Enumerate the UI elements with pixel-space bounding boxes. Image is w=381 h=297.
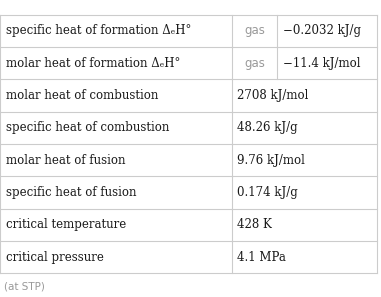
Text: specific heat of combustion: specific heat of combustion: [6, 121, 169, 135]
Text: gas: gas: [244, 24, 265, 37]
Text: molar heat of fusion: molar heat of fusion: [6, 154, 125, 167]
Text: specific heat of fusion: specific heat of fusion: [6, 186, 136, 199]
Text: 2708 kJ/mol: 2708 kJ/mol: [237, 89, 309, 102]
Text: critical pressure: critical pressure: [6, 251, 104, 264]
Text: 48.26 kJ/g: 48.26 kJ/g: [237, 121, 298, 135]
Text: −0.2032 kJ/g: −0.2032 kJ/g: [283, 24, 360, 37]
Text: specific heat of formation ΔₑH°: specific heat of formation ΔₑH°: [6, 24, 191, 37]
Text: 4.1 MPa: 4.1 MPa: [237, 251, 286, 264]
Text: 428 K: 428 K: [237, 218, 272, 231]
Text: −11.4 kJ/mol: −11.4 kJ/mol: [283, 57, 360, 70]
Text: 0.174 kJ/g: 0.174 kJ/g: [237, 186, 298, 199]
Text: 9.76 kJ/mol: 9.76 kJ/mol: [237, 154, 305, 167]
Text: molar heat of combustion: molar heat of combustion: [6, 89, 158, 102]
Text: (at STP): (at STP): [4, 281, 45, 291]
Text: gas: gas: [244, 57, 265, 70]
Text: critical temperature: critical temperature: [6, 218, 126, 231]
Text: molar heat of formation ΔₑH°: molar heat of formation ΔₑH°: [6, 57, 180, 70]
